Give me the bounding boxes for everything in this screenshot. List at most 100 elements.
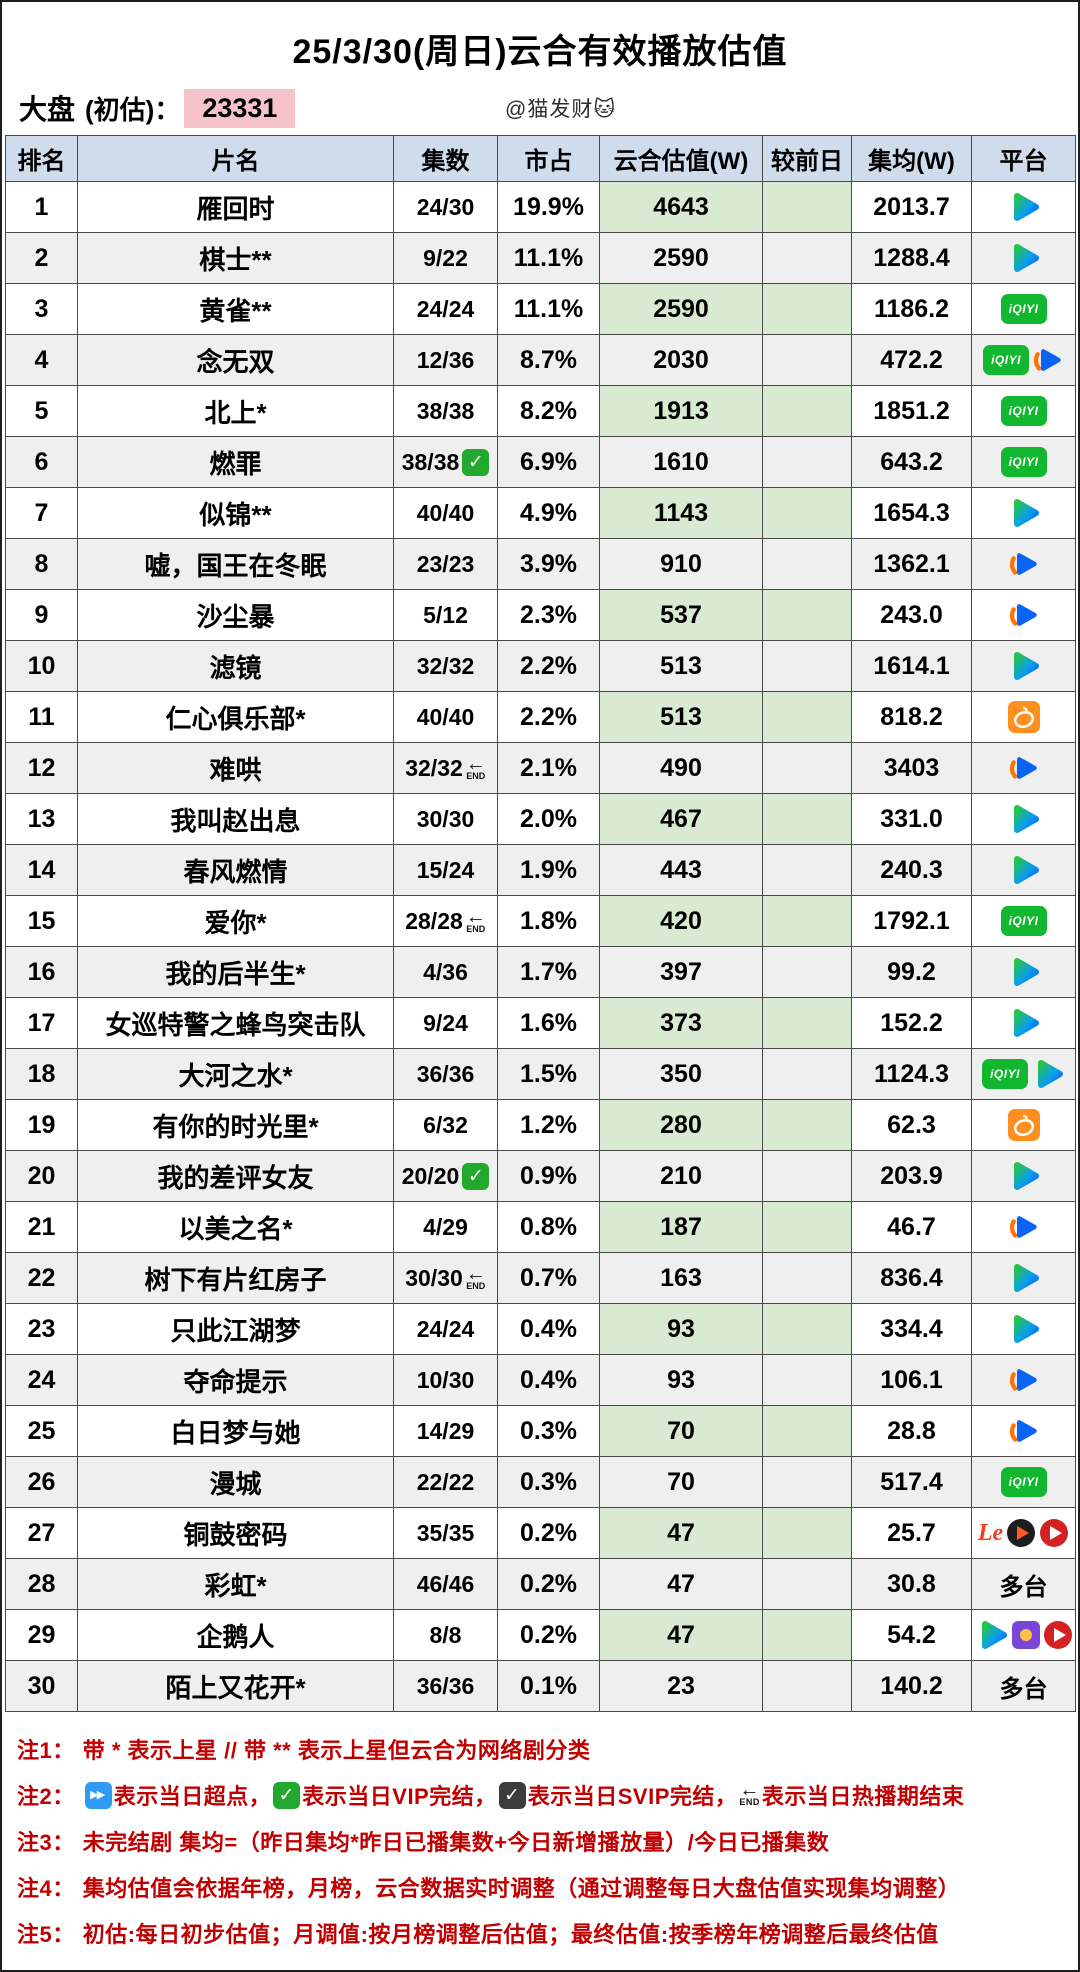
table-row: 4 念无双 12/36 8.7% 2030 472.2 iQIYI <box>5 334 1076 386</box>
rank-cell: 21 <box>5 1201 78 1253</box>
table-row: 26 漫城 22/22 0.3% 70 517.4 iQIYI <box>5 1456 1076 1508</box>
episodes-cell: 8/8 <box>393 1609 498 1661</box>
yunhe-estimate-cell: 47 <box>599 1609 763 1661</box>
episodes-text: 32/32 <box>405 755 463 782</box>
episodes-cell: 46/46 <box>393 1558 498 1610</box>
vs-prev-day-cell <box>762 589 852 641</box>
yunhe-estimate-cell: 210 <box>599 1150 763 1202</box>
episodes-cell: 9/24 <box>393 997 498 1049</box>
yunhe-estimate-cell: 70 <box>599 1456 763 1508</box>
episode-average-cell: 203.9 <box>851 1150 972 1202</box>
vs-prev-day-cell <box>762 742 852 794</box>
drama-title-cell: 似锦** <box>77 487 394 539</box>
column-header: 云合估值(W) <box>599 135 763 182</box>
yunhe-estimate-cell: 280 <box>599 1099 763 1151</box>
episodes-cell: 14/29 <box>393 1405 498 1457</box>
yunhe-estimate-cell: 70 <box>599 1405 763 1457</box>
episode-average-cell: 46.7 <box>851 1201 972 1253</box>
table-row: 7 似锦** 40/40 4.9% 1143 1654.3 <box>5 487 1076 539</box>
episodes-cell: 32/32 <box>393 640 498 692</box>
rank-cell: 8 <box>5 538 78 590</box>
episode-average-cell: 152.2 <box>851 997 972 1049</box>
yunhe-estimate-cell: 443 <box>599 844 763 896</box>
episodes-text: 12/36 <box>416 347 475 374</box>
rank-cell: 5 <box>5 385 78 437</box>
episodes-cell: 4/29 <box>393 1201 498 1253</box>
youku-icon <box>1008 752 1040 784</box>
end-of-run-icon: ← END <box>465 1262 486 1291</box>
note-line: 注2： ▶▶ 表示当日超点， ✓ 表示当日VIP完结， ✓ 表示当日SVIP完结， ← END 表… <box>17 1772 1063 1818</box>
drama-title-cell: 嘘，国王在冬眠 <box>77 538 394 590</box>
episodes-text: 38/38 <box>416 398 475 425</box>
letv-icon: Le <box>977 1520 1004 1547</box>
platform-cell <box>971 691 1076 743</box>
drama-title-cell: 铜鼓密码 <box>77 1507 394 1559</box>
drama-title-cell: 我的后半生* <box>77 946 394 998</box>
yunhe-estimate-cell: 350 <box>599 1048 763 1100</box>
episodes-cell: 38/38 <box>393 385 498 437</box>
yunhe-estimate-cell: 537 <box>599 589 763 641</box>
platform-cell <box>971 1405 1076 1457</box>
episode-average-cell: 3403 <box>851 742 972 794</box>
episode-average-cell: 62.3 <box>851 1099 972 1151</box>
rank-cell: 29 <box>5 1609 78 1661</box>
drama-title-cell: 大河之水* <box>77 1048 394 1100</box>
table-row: 20 我的差评女友 20/20 ✓ 0.9% 210 203.9 <box>5 1150 1076 1202</box>
note-text: 表示当日超点， <box>113 1784 272 1809</box>
rank-cell: 6 <box>5 436 78 488</box>
market-share-cell: 19.9% <box>497 181 600 233</box>
episodes-text: 35/35 <box>416 1520 475 1547</box>
drama-title-cell: 漫城 <box>77 1456 394 1508</box>
platform-cell <box>971 589 1076 641</box>
market-share-cell: 2.0% <box>497 793 600 845</box>
episode-average-cell: 28.8 <box>851 1405 972 1457</box>
tencent-video-icon <box>1031 1057 1065 1091</box>
platform-cell: Le <box>971 1507 1076 1559</box>
episode-average-cell: 1186.2 <box>851 283 972 335</box>
episodes-cell: 35/35 <box>393 1507 498 1559</box>
tencent-video-icon <box>1007 496 1041 530</box>
market-estimate-label: (初估)： <box>85 94 181 125</box>
table-row: 19 有你的时光里* 6/32 1.2% 280 62.3 <box>5 1099 1076 1151</box>
vs-prev-day-cell <box>762 844 852 896</box>
drama-title-cell: 女巡特警之蜂鸟突击队 <box>77 997 394 1049</box>
vs-prev-day-cell <box>762 691 852 743</box>
market-summary-row: 大盘 (初估)： 23331 @猫发财🐱 <box>5 81 1075 135</box>
market-share-cell: 1.2% <box>497 1099 600 1151</box>
yunhe-estimate-cell: 490 <box>599 742 763 794</box>
platform-cell <box>971 1201 1076 1253</box>
drama-title-cell: 有你的时光里* <box>77 1099 394 1151</box>
vs-prev-day-cell <box>762 1252 852 1304</box>
table-row: 14 春风燃情 15/24 1.9% 443 240.3 <box>5 844 1076 896</box>
episodes-cell: 40/40 <box>393 487 498 539</box>
drama-title-cell: 春风燃情 <box>77 844 394 896</box>
episodes-text: 10/30 <box>416 1367 475 1394</box>
note-line: 注5： 初估:每日初步估值；月调值:按月榜调整后估值；最终估值:按季榜年榜调整后最… <box>17 1910 1063 1956</box>
platform-cell: iQIYI <box>971 895 1076 947</box>
yunhe-estimate-cell: 467 <box>599 793 763 845</box>
episodes-text: 23/23 <box>416 551 475 578</box>
platform-cell <box>971 1609 1076 1661</box>
episode-average-cell: 1792.1 <box>851 895 972 947</box>
vs-prev-day-cell <box>762 1048 852 1100</box>
drama-title-cell: 我叫赵出息 <box>77 793 394 845</box>
market-share-cell: 0.8% <box>497 1201 600 1253</box>
platform-cell: 多台 <box>971 1558 1076 1610</box>
tencent-video-icon <box>1007 1159 1041 1193</box>
episodes-text: 4/29 <box>423 1214 468 1241</box>
column-header: 市占 <box>497 135 600 182</box>
drama-title-cell: 雁回时 <box>77 181 394 233</box>
vs-prev-day-cell <box>762 1507 852 1559</box>
note-text: 初估:每日初步估值；月调值:按月榜调整后估值；最终估值:按季榜年榜调整后最终估值 <box>82 1922 939 1947</box>
platform-cell <box>971 1099 1076 1151</box>
episode-average-cell: 2013.7 <box>851 181 972 233</box>
market-share-cell: 0.4% <box>497 1303 600 1355</box>
platform-text: 多台 <box>999 1675 1048 1703</box>
note-label: 注3： <box>17 1830 75 1855</box>
rank-cell: 14 <box>5 844 78 896</box>
tencent-video-icon <box>1007 1261 1041 1295</box>
market-share-cell: 0.3% <box>497 1456 600 1508</box>
episodes-text: 6/32 <box>423 1112 468 1139</box>
ranking-table: 排名 片名 集数 市占 云合估值(W) 较前日 集均(W) 平台 1 雁回时 24/30 19.9%… <box>5 135 1076 1712</box>
